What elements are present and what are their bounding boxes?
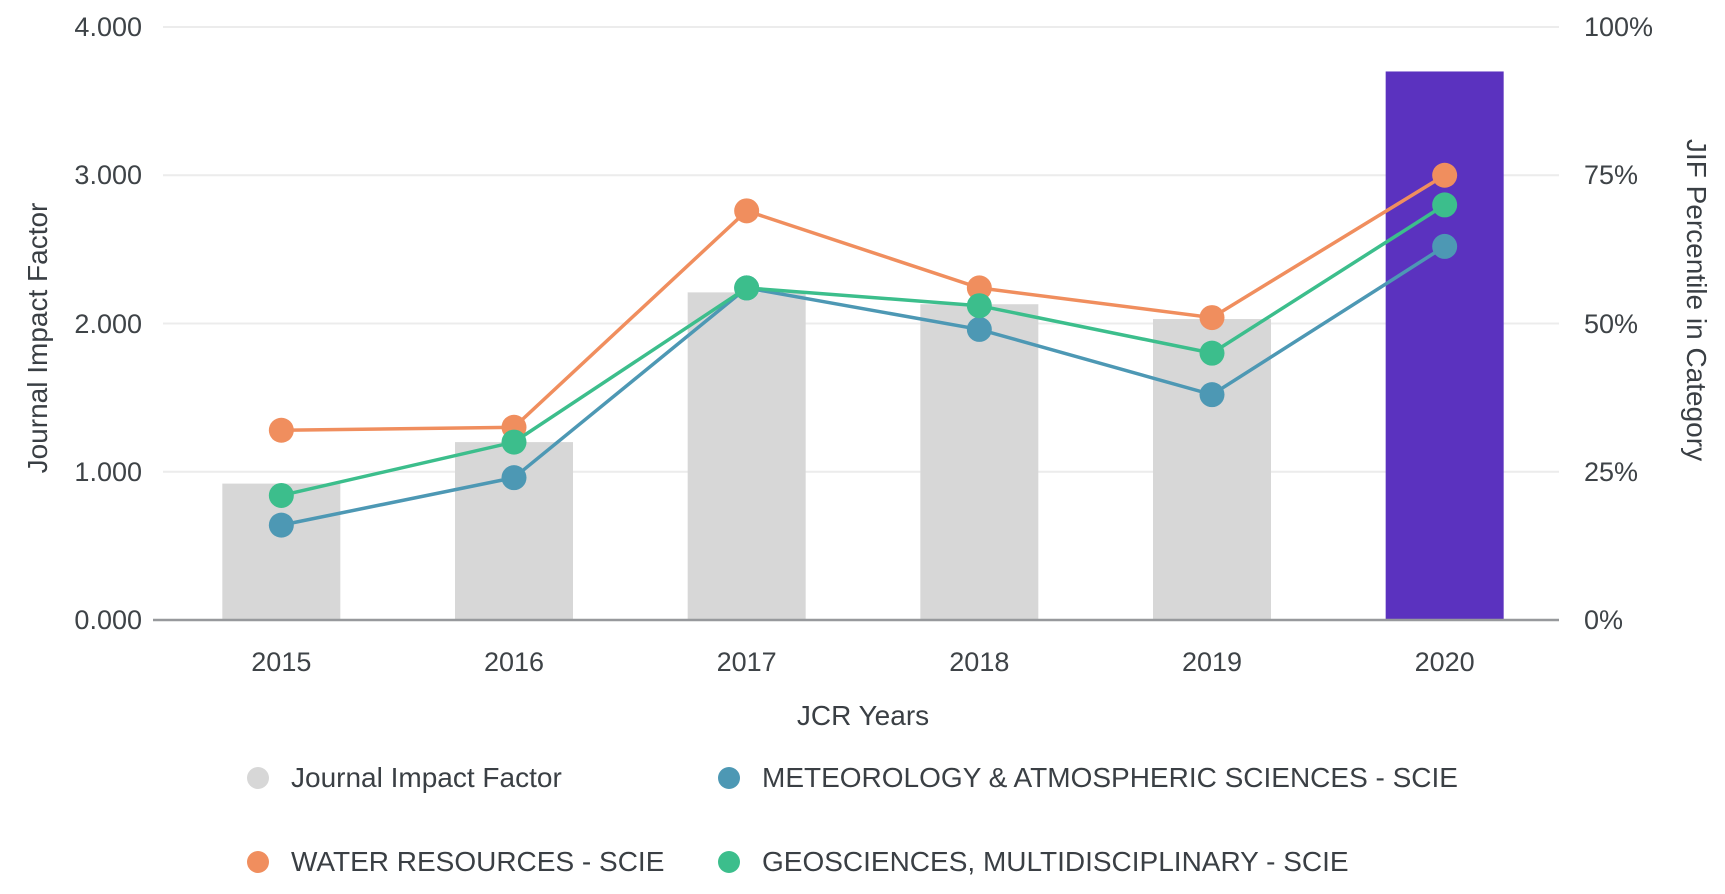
point-geosciences-multidisciplinary-scie-2015[interactable] [268, 482, 294, 508]
legend-label: GEOSCIENCES, MULTIDISCIPLINARY - SCIE [762, 846, 1349, 877]
legend-item-meteorology-atmospheric-sciences-scie[interactable]: METEOROLOGY & ATMOSPHERIC SCIENCES - SCI… [718, 760, 1458, 796]
series-line-water-resources-scie [281, 173, 1446, 432]
legend-item-geosciences-multidisciplinary-scie[interactable]: GEOSCIENCES, MULTIDISCIPLINARY - SCIE [718, 844, 1458, 880]
point-geosciences-multidisciplinary-scie-2019[interactable] [1199, 340, 1225, 366]
point-geosciences-multidisciplinary-scie-2018[interactable] [966, 293, 992, 319]
bar-2020[interactable] [1385, 71, 1504, 621]
y-right-tick: 25% [1584, 456, 1639, 487]
y-left-tick: 2.000 [74, 308, 142, 339]
x-axis-title: JCR Years [796, 700, 930, 731]
x-tick-2017: 2017 [716, 647, 777, 677]
y-left-tick: 4.000 [74, 12, 142, 42]
series-line-geosciences-multidisciplinary-scie [280, 203, 1446, 498]
y-right-tick: 100% [1584, 12, 1654, 42]
legend-swatch-water-resources-scie [247, 851, 269, 873]
legend-swatch-journal-impact-factor [247, 767, 269, 789]
legend-item-water-resources-scie[interactable]: WATER RESOURCES - SCIE [247, 844, 718, 880]
y-left-tick: 0.000 [74, 605, 142, 635]
point-meteorology-atmospheric-sciences-scie-2018[interactable] [966, 316, 992, 342]
point-geosciences-multidisciplinary-scie-2017[interactable] [734, 275, 760, 301]
legend-label: WATER RESOURCES - SCIE [291, 846, 665, 877]
point-water-resources-scie-2018[interactable] [966, 275, 992, 301]
legend-item-journal-impact-factor[interactable]: Journal Impact Factor [247, 760, 718, 796]
x-tick-2019: 2019 [1181, 647, 1243, 677]
legend-swatch-meteorology-atmospheric-sciences-scie [718, 767, 740, 789]
legend: Journal Impact Factor METEOROLOGY & ATMOS… [247, 760, 1458, 880]
right-axis-title: JIF Percentile in Category [1681, 138, 1712, 462]
x-tick-2016: 2016 [483, 647, 545, 677]
x-tick-2015: 2015 [251, 647, 312, 677]
legend-label: Journal Impact Factor [291, 762, 562, 793]
bar-2017[interactable] [687, 292, 806, 620]
y-right-tick: 0% [1584, 605, 1624, 635]
point-meteorology-atmospheric-sciences-scie-2015[interactable] [268, 512, 294, 538]
point-water-resources-scie-2017[interactable] [734, 198, 760, 224]
series-line-meteorology-atmospheric-sciences-scie [280, 244, 1446, 527]
x-tick-2020: 2020 [1414, 647, 1475, 677]
bar-2018[interactable] [920, 304, 1039, 620]
y-right-tick: 50% [1584, 308, 1639, 339]
x-tick-2018: 2018 [949, 647, 1010, 677]
point-water-resources-scie-2020[interactable] [1432, 162, 1458, 188]
point-meteorology-atmospheric-sciences-scie-2020[interactable] [1432, 233, 1458, 259]
y-left-tick: 3.000 [74, 160, 142, 191]
y-left-tick: 1.000 [74, 456, 142, 487]
point-geosciences-multidisciplinary-scie-2016[interactable] [501, 429, 527, 455]
point-water-resources-scie-2015[interactable] [268, 417, 294, 443]
y-right-tick: 75% [1584, 160, 1639, 191]
point-meteorology-atmospheric-sciences-scie-2016[interactable] [501, 465, 527, 491]
point-meteorology-atmospheric-sciences-scie-2019[interactable] [1199, 382, 1225, 408]
point-water-resources-scie-2019[interactable] [1199, 305, 1225, 331]
legend-swatch-geosciences-multidisciplinary-scie [718, 851, 740, 873]
point-geosciences-multidisciplinary-scie-2020[interactable] [1432, 192, 1458, 218]
legend-label: METEOROLOGY & ATMOSPHERIC SCIENCES - SCI… [762, 762, 1458, 793]
